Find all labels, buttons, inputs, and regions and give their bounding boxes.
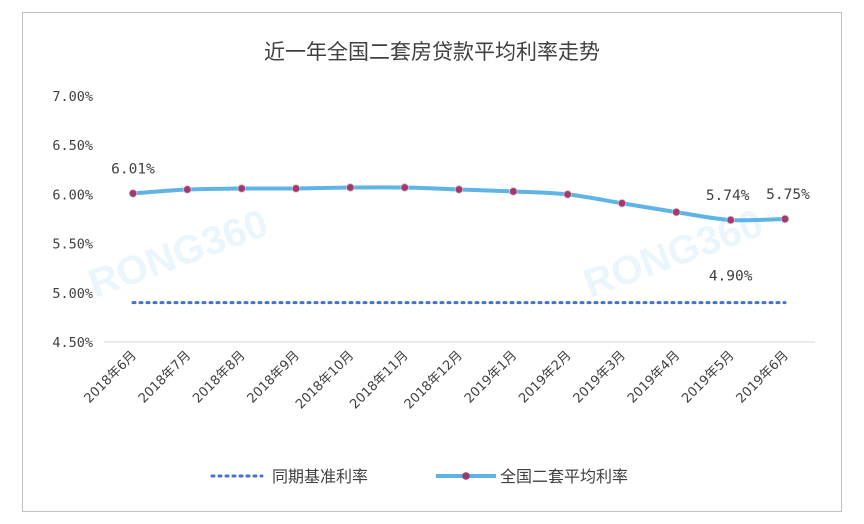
data-point bbox=[291, 184, 301, 193]
data-point bbox=[183, 185, 192, 194]
data-label: 5.75% bbox=[766, 187, 810, 203]
chart-border bbox=[22, 12, 842, 512]
data-point bbox=[400, 183, 409, 192]
data-labels: 6.01% 5.74% 5.75% 4.90% bbox=[111, 161, 810, 284]
y-tick-label: 4.50% bbox=[52, 335, 93, 351]
data-label: 5.74% bbox=[706, 188, 750, 204]
data-point bbox=[454, 185, 464, 194]
plot-area bbox=[128, 183, 790, 305]
data-point bbox=[672, 207, 681, 217]
y-tick-label: 5.00% bbox=[52, 286, 93, 302]
legend-label-avg-rate: 全国二套平均利率 bbox=[500, 467, 628, 486]
y-tick-label: 6.50% bbox=[52, 138, 93, 154]
y-tick-label: 7.00% bbox=[52, 89, 93, 105]
legend-label-base-rate: 同期基准利率 bbox=[272, 467, 368, 486]
data-label: 6.01% bbox=[111, 161, 155, 177]
chart-title: 近一年全国二套房贷款平均利率走势 bbox=[264, 40, 600, 64]
data-point bbox=[780, 214, 790, 224]
data-point bbox=[617, 199, 627, 208]
data-label: 4.90% bbox=[709, 269, 753, 285]
data-point bbox=[726, 215, 735, 225]
y-axis: 7.00% 6.50% 6.00% 5.50% 5.00% 4.50% bbox=[52, 89, 93, 351]
y-tick-label: 6.00% bbox=[52, 187, 93, 203]
legend: 同期基准利率 全国二套平均利率 bbox=[210, 467, 628, 486]
data-point bbox=[563, 190, 572, 199]
data-point bbox=[237, 184, 246, 193]
data-point bbox=[509, 187, 518, 196]
y-tick-label: 5.50% bbox=[52, 237, 93, 253]
legend-marker-avg-rate bbox=[462, 472, 470, 480]
data-point bbox=[128, 189, 138, 198]
data-point bbox=[346, 183, 355, 192]
